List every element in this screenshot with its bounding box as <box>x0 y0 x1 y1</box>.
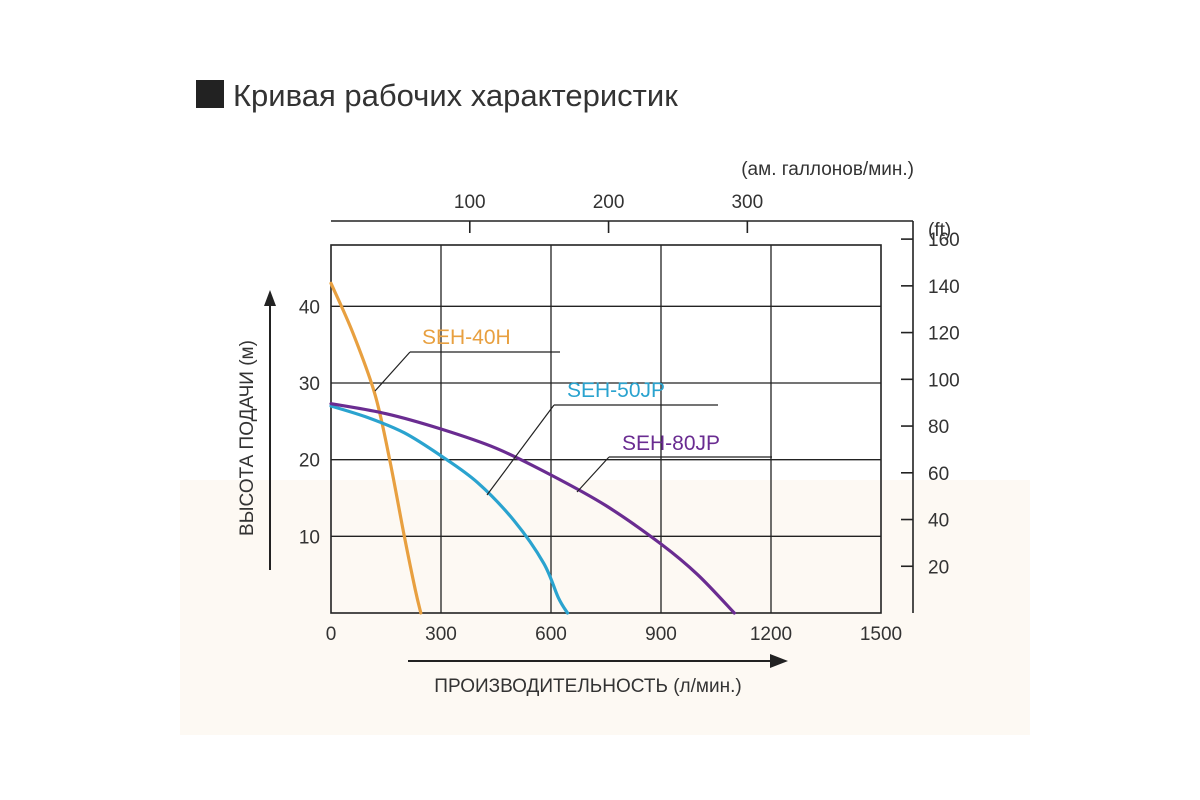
right-tick-label-3: 80 <box>928 417 949 438</box>
top-tick-label-2: 300 <box>731 192 763 213</box>
series-labels: SEH-40H SEH-50JP SEH-80JP <box>374 326 772 496</box>
x-tick-label-5: 1500 <box>860 624 902 645</box>
series-label-2: SEH-80JP <box>622 432 720 455</box>
right-tick-label-6: 140 <box>928 277 960 298</box>
bottom-axis-ticks: 0 300 600 900 1200 1500 <box>326 624 902 645</box>
series-lines <box>329 281 736 615</box>
y-tick-label-3: 40 <box>299 297 320 318</box>
x-axis-title: ПРОИЗВОДИТЕЛЬНОСТЬ (л/мин.) <box>434 676 741 697</box>
y-tick-label-2: 30 <box>299 374 320 395</box>
x-tick-label-1: 300 <box>425 624 457 645</box>
x-tick-label-2: 600 <box>535 624 567 645</box>
series-line-1 <box>329 404 570 615</box>
series-label-0: SEH-40H <box>422 326 511 349</box>
plot-area-frame <box>330 244 882 614</box>
right-tick-label-2: 60 <box>928 464 949 485</box>
title-bullet-square <box>196 80 224 108</box>
top-tick-label-0: 100 <box>454 192 486 213</box>
right-tick-label-1: 40 <box>928 511 949 532</box>
x-tick-label-3: 900 <box>645 624 677 645</box>
right-tick-label-0: 20 <box>928 557 949 578</box>
right-tick-label-5: 120 <box>928 324 960 345</box>
series-line-2 <box>329 402 736 615</box>
left-axis-ticks: 10 20 30 40 <box>299 297 320 548</box>
y-axis-title: ВЫСОТА ПОДАЧИ (м) <box>237 340 258 536</box>
right-tick-label-4: 100 <box>928 370 960 391</box>
chart-title: Кривая рабочих характеристик <box>233 78 678 113</box>
right-axis-unit: (ft) <box>928 220 951 241</box>
background-panel <box>180 480 1030 735</box>
series-line-0 <box>329 281 423 615</box>
x-axis-arrowhead <box>770 654 788 668</box>
y-tick-label-0: 10 <box>299 527 320 548</box>
series-label-leader-0 <box>374 351 411 392</box>
series-label-leader-1 <box>486 404 555 496</box>
top-axis-unit: (ам. галлонов/мин.) <box>741 159 914 180</box>
y-axis-arrowhead <box>264 290 276 306</box>
y-tick-label-1: 20 <box>299 451 320 472</box>
x-tick-label-4: 1200 <box>750 624 792 645</box>
top-tick-label-1: 200 <box>593 192 625 213</box>
series-label-1: SEH-50JP <box>567 379 665 402</box>
right-tick-label-7: 160 <box>928 230 960 251</box>
top-axis-ticks: 100 200 300 <box>454 192 763 233</box>
series-label-leader-2 <box>576 456 610 493</box>
right-axis-ticks: 20 40 60 80 100 120 140 160 <box>901 230 960 578</box>
x-tick-label-0: 0 <box>326 624 337 645</box>
